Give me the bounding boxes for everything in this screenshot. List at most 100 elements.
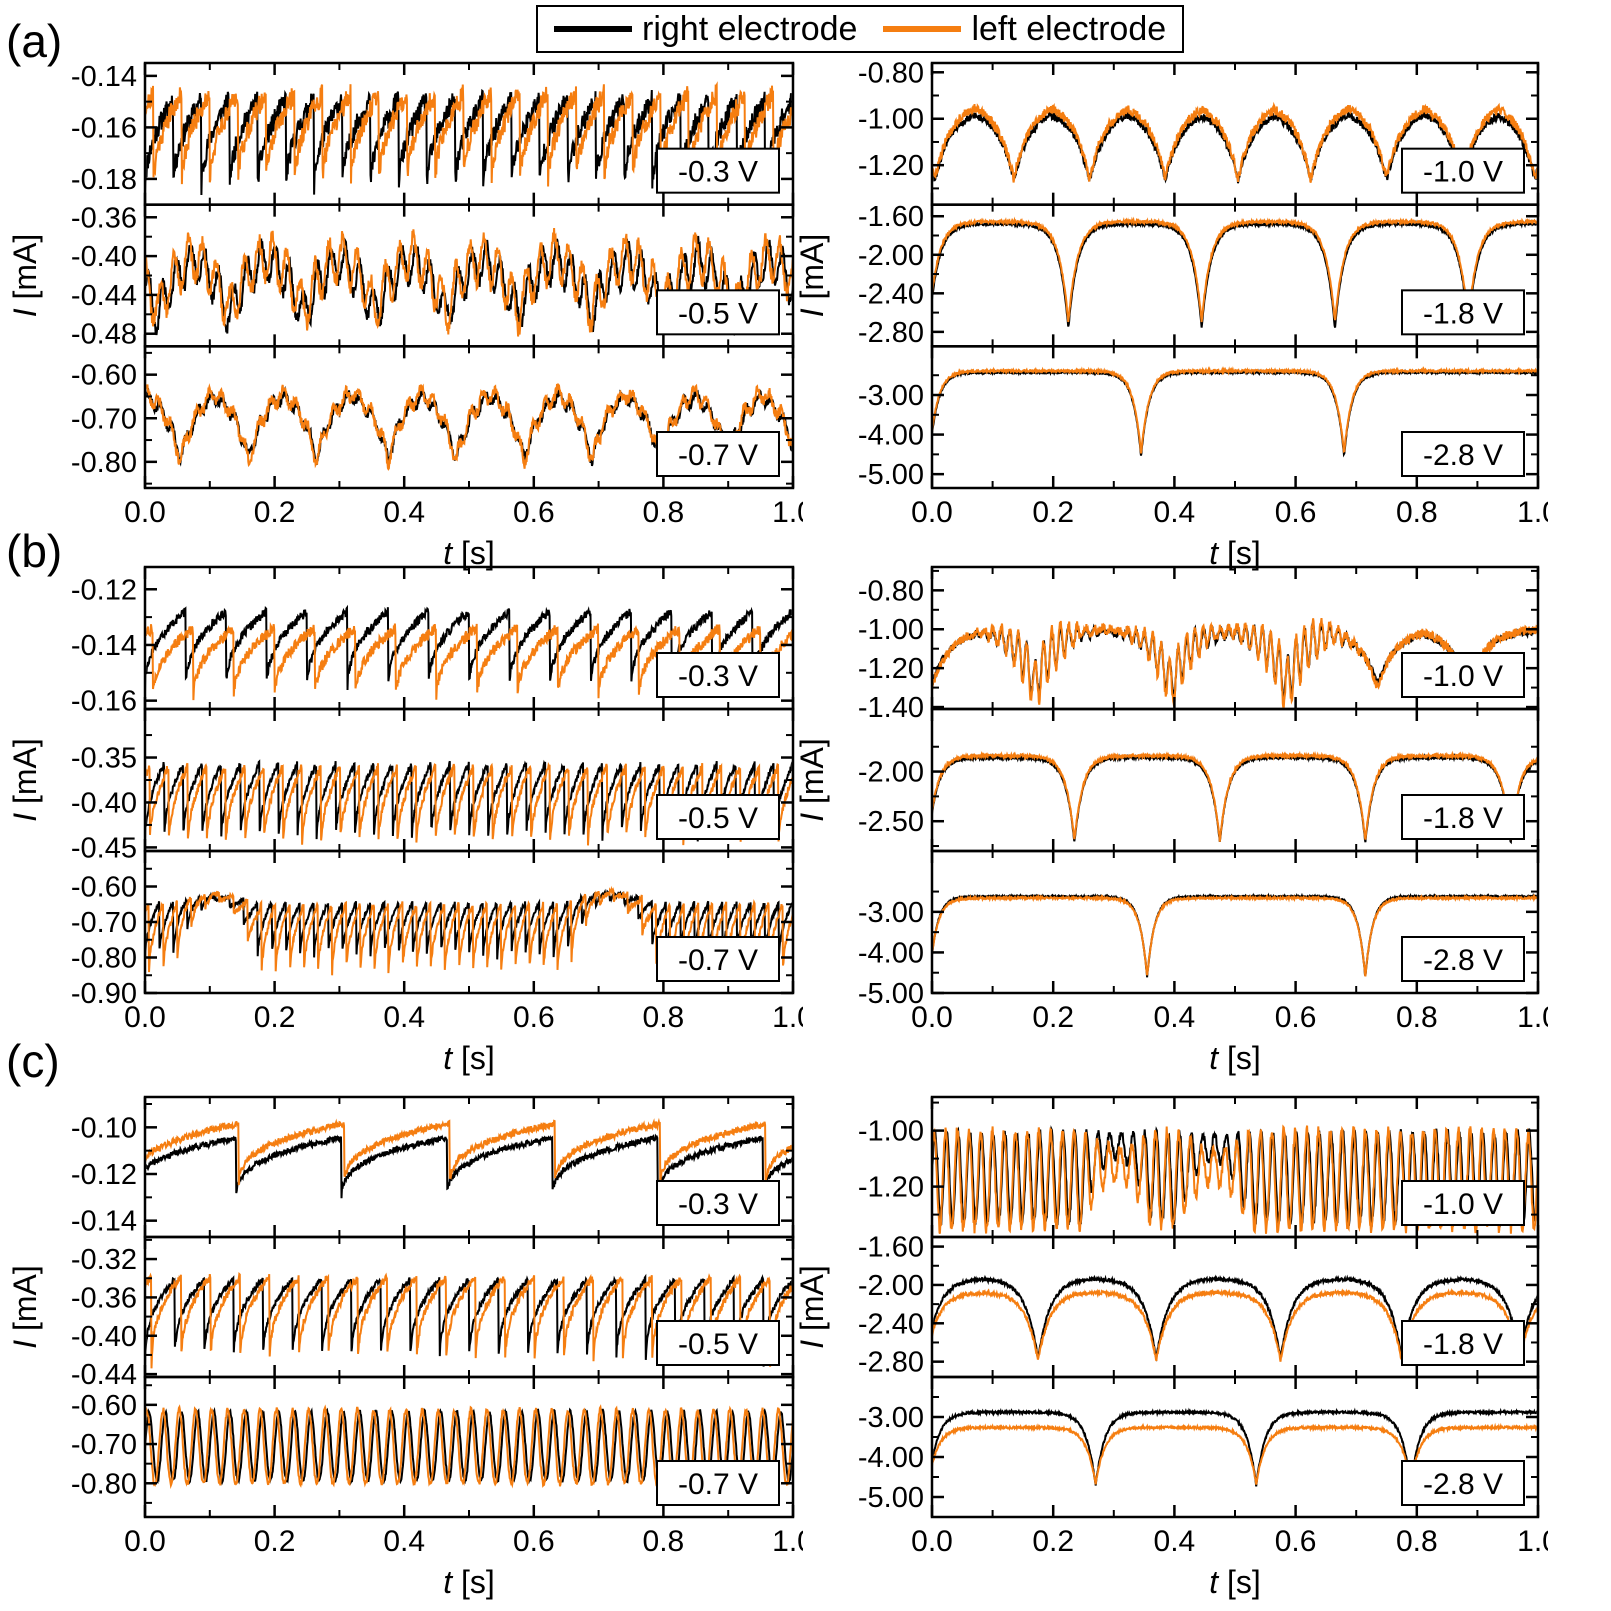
voltage-label: -0.7 V (678, 439, 758, 472)
x-tick-label: 0.2 (1032, 496, 1074, 529)
y-tick-label: -0.35 (71, 743, 137, 775)
y-tick-label: -0.16 (71, 686, 137, 718)
voltage-label-box (1400, 289, 1525, 336)
series-left-electrode (146, 382, 792, 471)
x-tick-label: 0.2 (1032, 1001, 1074, 1034)
y-tick-label: -4.00 (858, 937, 924, 969)
subplot-b-right-0 (933, 617, 1537, 708)
voltage-label-box (656, 1180, 780, 1226)
panel-label-c: (c) (6, 1035, 60, 1087)
y-tick-label: -0.40 (71, 787, 137, 819)
series-left-electrode (146, 227, 792, 337)
y-tick-label: -0.40 (71, 241, 137, 273)
y-tick-label: -0.60 (71, 1390, 137, 1422)
y-tick-label: -0.90 (71, 978, 137, 1010)
subplot-a-left-1 (146, 227, 792, 337)
y-axis-label: I [mA] (794, 738, 830, 822)
x-tick-label: 0.8 (643, 1525, 685, 1558)
voltage-label-box (655, 431, 780, 478)
legend-item-right-electrode: right electrode (554, 10, 857, 49)
y-tick-label: -5.00 (858, 1482, 924, 1514)
voltage-label: -1.8 V (1423, 1328, 1503, 1361)
chart-c-left: -0.10 -0.12 -0.14 -0.3 V -0.32 -0.36 -0.40 -0.4… (0, 1085, 814, 1611)
x-tick-label: 1.0 (1517, 1525, 1548, 1558)
y-tick-label: -2.00 (858, 757, 924, 789)
x-tick-label: 0.2 (254, 1525, 296, 1558)
voltage-label-box (1401, 652, 1525, 698)
voltage-label-box (656, 936, 780, 982)
x-tick-label: 0.4 (383, 1525, 425, 1558)
y-tick-label: -0.14 (71, 1206, 137, 1238)
y-tick-label: -1.60 (858, 201, 924, 233)
x-tick-label: 0.2 (254, 1001, 296, 1034)
y-tick-label: -1.40 (858, 692, 924, 724)
y-tick-label: -3.00 (858, 897, 924, 929)
y-tick-label: -0.36 (71, 1282, 137, 1314)
y-tick-label: -0.16 (71, 112, 137, 144)
series-right-electrode (146, 1273, 792, 1367)
x-tick-label: 0.8 (643, 496, 685, 529)
y-tick-label: -0.80 (71, 943, 137, 975)
voltage-label: -0.3 V (678, 1188, 758, 1221)
voltage-label: -1.8 V (1423, 297, 1503, 330)
chart-a-left-svg: -0.14 -0.16 -0.18 -0.3 V -0.36 -0.40 -0.44 -0.4… (7, 61, 814, 571)
x-tick-label: 0.2 (254, 496, 296, 529)
series-left-electrode (933, 1287, 1537, 1363)
y-tick-label: -2.40 (858, 278, 924, 310)
y-tick-label: -0.80 (71, 1468, 137, 1500)
series-right-electrode (933, 1274, 1537, 1362)
subplot-a-right-0 (933, 101, 1537, 184)
y-tick-label: -1.60 (858, 1232, 924, 1264)
x-tick-label: 0.8 (1396, 1525, 1438, 1558)
series-left-electrode (146, 1117, 792, 1186)
x-axis-label: t [s] (1209, 1040, 1261, 1076)
y-tick-label: -0.32 (71, 1244, 137, 1276)
legend: right electrode left electrode (536, 5, 1185, 53)
y-axis-label: I [mA] (7, 234, 43, 318)
subplot-a-right-2 (933, 366, 1537, 458)
y-tick-label: -0.40 (71, 1321, 137, 1353)
x-axis-label: t [s] (1209, 535, 1261, 571)
y-tick-label: -0.60 (71, 872, 137, 904)
x-axis-label: t [s] (1209, 1564, 1261, 1600)
series-right-electrode (933, 1407, 1537, 1487)
series-left-electrode (933, 101, 1537, 183)
series-left-electrode (933, 750, 1537, 842)
series-left-electrode (933, 1124, 1537, 1235)
series-left-electrode (933, 893, 1537, 977)
y-tick-label: -4.00 (858, 420, 924, 452)
series-right-electrode (146, 604, 792, 691)
y-tick-label: -0.44 (71, 280, 137, 312)
voltage-label-box (1401, 1320, 1525, 1366)
voltage-label-box (1400, 147, 1525, 194)
voltage-label-box (656, 1460, 780, 1506)
chart-a-left: -0.14 -0.16 -0.18 -0.3 V -0.36 -0.40 -0.44 -0.4… (0, 51, 814, 588)
y-axis-label: I [mA] (7, 1265, 43, 1349)
voltage-label: -1.8 V (1423, 802, 1503, 835)
subplot-a-right-1 (933, 216, 1537, 328)
x-tick-label: 0.8 (1396, 496, 1438, 529)
voltage-label-box (1401, 936, 1525, 982)
x-axis-label: t [s] (443, 535, 495, 571)
subplot-c-left-2 (146, 1404, 792, 1490)
chart-b-right-svg: -0.80 -1.00 -1.20 -1.40 -1.0 V -2.00 -2.50 -1.8… (794, 565, 1559, 1076)
legend-item-left-electrode: left electrode (883, 10, 1166, 49)
x-tick-label: 0.6 (1275, 1001, 1317, 1034)
voltage-label: -1.0 V (1423, 660, 1503, 693)
x-axis-label: t [s] (443, 1040, 495, 1076)
y-tick-label: -1.00 (858, 1116, 924, 1148)
y-tick-label: -3.00 (858, 1402, 924, 1434)
x-tick-label: 0.8 (1396, 1001, 1438, 1034)
voltage-label: -1.0 V (1423, 156, 1503, 189)
x-tick-label: 0.6 (513, 1001, 555, 1034)
y-tick-label: -3.00 (858, 380, 924, 412)
y-tick-label: -0.10 (71, 1112, 137, 1144)
series-right-electrode (146, 888, 792, 960)
y-tick-label: -0.48 (71, 319, 137, 351)
x-tick-label: 0.0 (911, 496, 953, 529)
y-tick-label: -0.36 (71, 202, 137, 234)
x-tick-label: 0.6 (1275, 1525, 1317, 1558)
y-tick-label: -0.14 (71, 61, 137, 93)
y-tick-label: -0.80 (858, 575, 924, 607)
